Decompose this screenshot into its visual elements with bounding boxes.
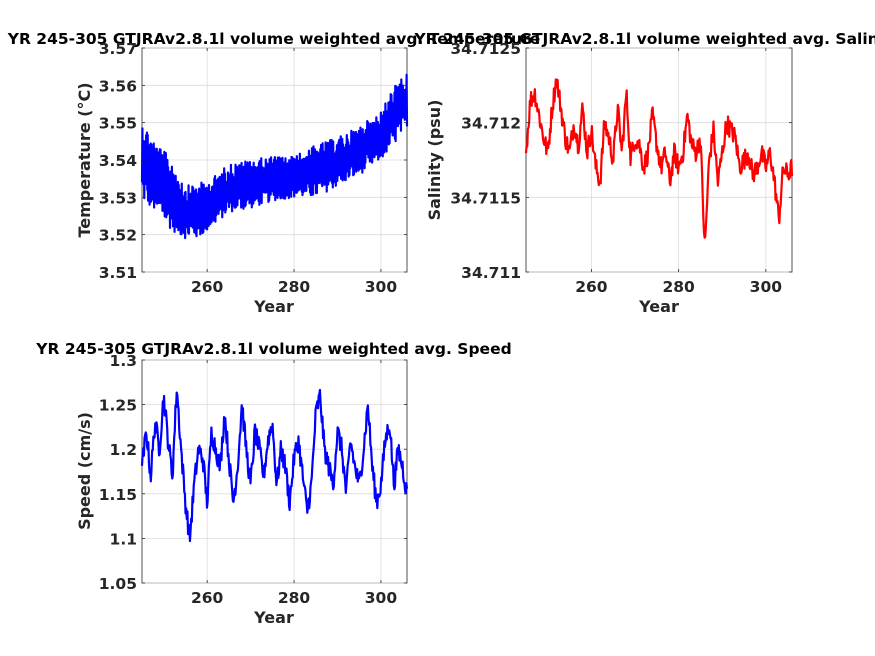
speed-y-tick-label: 1.1 [110,530,137,548]
salinity-y-tick-label: 34.7115 [450,189,521,207]
temperature-x-tick-label: 260 [191,278,224,296]
salinity-x-tick-label: 280 [662,278,695,296]
salinity-chart: YR 245-305 GTJRAv2.8.1l volume weighted … [413,30,875,316]
salinity-x-tick-label: 260 [575,278,608,296]
temperature-chart: YR 245-305 GTJRAv2.8.1l volume weighted … [7,30,541,316]
temperature-y-axis-label: Temperature (°C) [75,82,94,237]
salinity-y-tick-label: 34.712 [461,115,521,133]
speed-y-tick-label: 1.15 [99,486,137,504]
temperature-y-tick-label: 3.57 [99,40,137,58]
salinity-y-tick-label: 34.711 [461,264,521,282]
speed-chart-title: YR 245-305 GTJRAv2.8.1l volume weighted … [35,340,511,358]
speed-x-tick-label: 280 [278,589,311,607]
salinity-x-tick-label: 300 [750,278,783,296]
salinity-x-axis-label: Year [638,297,679,316]
temperature-x-tick-label: 280 [278,278,311,296]
temperature-x-tick-label: 300 [365,278,398,296]
speed-chart: YR 245-305 GTJRAv2.8.1l volume weighted … [35,340,511,627]
temperature-y-tick-label: 3.51 [99,264,137,282]
speed-y-tick-label: 1.05 [99,575,137,593]
temperature-series-line [140,73,409,240]
temperature-chart-title: YR 245-305 GTJRAv2.8.1l volume weighted … [7,30,541,48]
temperature-y-tick-label: 3.56 [99,77,137,95]
salinity-chart-title: YR 245-305 GTJRAv2.8.1l volume weighted … [413,30,875,48]
salinity-y-tick-label: 34.7125 [450,40,521,58]
speed-x-tick-label: 260 [191,589,224,607]
speed-series-line [140,388,409,543]
speed-y-tick-label: 1.25 [99,397,137,415]
temperature-y-tick-label: 3.55 [99,115,137,133]
speed-y-axis-label: Speed (cm/s) [75,412,94,530]
speed-x-axis-label: Year [253,608,294,627]
speed-y-tick-label: 1.2 [110,441,137,459]
temperature-y-tick-label: 3.54 [99,152,137,170]
salinity-series-line [524,78,794,239]
temperature-y-tick-label: 3.52 [99,227,137,245]
salinity-y-axis-label: Salinity (psu) [425,100,444,221]
speed-x-tick-label: 300 [365,589,398,607]
temperature-x-axis-label: Year [253,297,294,316]
temperature-y-tick-label: 3.53 [99,189,137,207]
speed-y-tick-label: 1.3 [110,352,137,370]
